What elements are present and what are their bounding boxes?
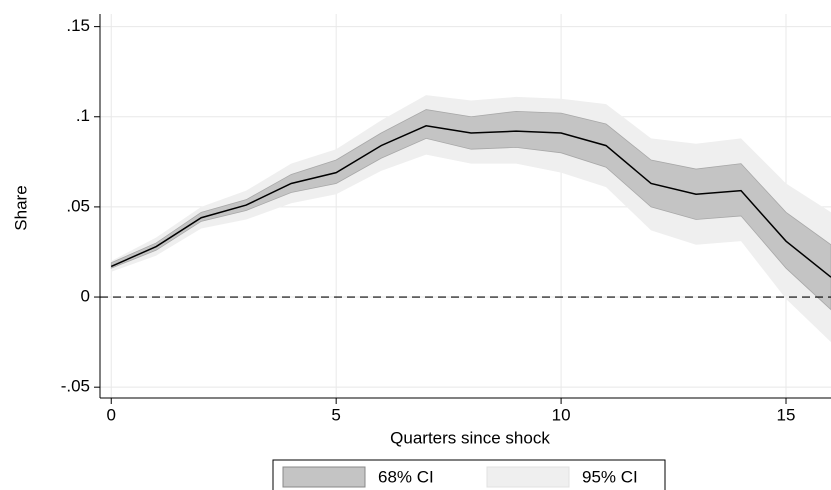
y-tick-label: 0 [81, 287, 90, 306]
ci-band [111, 95, 831, 343]
y-tick-label: .05 [66, 196, 90, 215]
legend-swatch [282, 466, 366, 488]
legend-swatch [486, 466, 570, 488]
estimate-line [110, 124, 831, 278]
x-tick-label: 0 [107, 405, 116, 424]
legend-label: 95% CI [582, 467, 638, 486]
x-axis-label: Quarters since shock [390, 428, 550, 447]
y-tick-label: .1 [76, 106, 90, 125]
y-tick-label: -.05 [61, 377, 90, 396]
x-tick-label: 15 [777, 405, 796, 424]
x-tick-label: 10 [552, 405, 571, 424]
y-tick-label: .15 [66, 16, 90, 35]
legend-label: 68% CI [378, 467, 434, 486]
ci-band [110, 109, 831, 311]
y-axis-label: Share [11, 185, 30, 230]
x-tick-label: 5 [331, 405, 340, 424]
